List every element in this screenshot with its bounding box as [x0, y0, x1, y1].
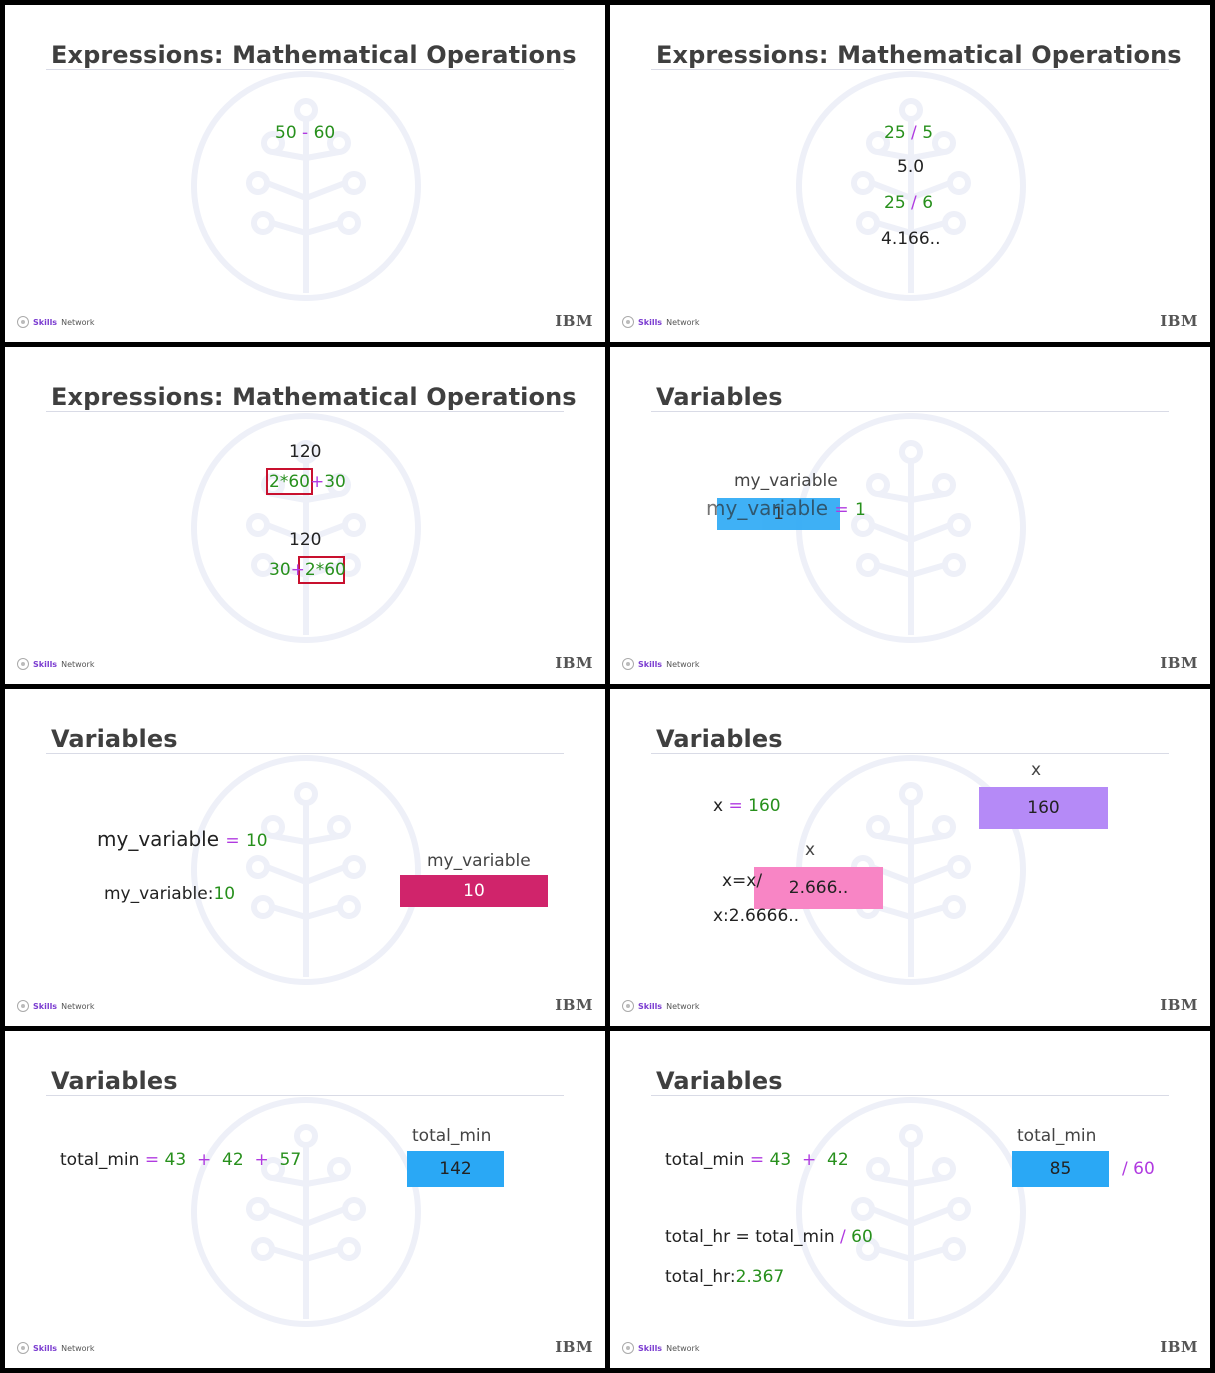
expression: 50 - 60	[275, 125, 335, 142]
skills-network-icon	[622, 1000, 634, 1012]
slide-5: Variables my_variable = 10 my_variable:1…	[5, 689, 605, 1026]
skills-network-icon	[622, 1342, 634, 1354]
assignment-statement: my_variable = 1	[706, 496, 866, 520]
expression-2: 25 / 6	[884, 193, 934, 213]
skills-network-logo: Skills Network	[622, 316, 699, 328]
assignment-statement: total_min = 43 + 42	[665, 1150, 849, 1170]
skills-network-icon	[17, 1000, 29, 1012]
expression-1: 25 / 5	[884, 123, 934, 143]
ibm-logo: IBM	[555, 654, 593, 672]
output-line: my_variable:10	[104, 884, 236, 904]
result-1: 120	[289, 442, 322, 462]
skills-network-watermark-icon	[796, 1097, 1026, 1327]
operand-a: 50	[275, 123, 297, 143]
slide-title: Variables	[51, 725, 178, 753]
result-2: 4.166..	[881, 229, 941, 249]
slide-title: Variables	[656, 1067, 783, 1095]
variable-label: my_variable	[734, 471, 838, 491]
variable-box: 142	[407, 1151, 504, 1187]
divide-annotation: / 60	[1122, 1159, 1155, 1179]
slide-title: Variables	[51, 1067, 178, 1095]
skills-network-icon	[622, 316, 634, 328]
slide-title: Variables	[656, 725, 783, 753]
slide-3: Expressions: Mathematical Operations 120…	[5, 347, 605, 684]
ibm-logo: IBM	[1160, 654, 1198, 672]
skills-network-watermark-icon	[191, 1097, 421, 1327]
slide-8: Variables total_min = 43 + 42 total_min …	[610, 1031, 1210, 1368]
highlight-box-2	[298, 556, 345, 584]
operator: -	[302, 123, 309, 143]
assignment-statement-2: total_hr = total_min / 60	[665, 1227, 873, 1247]
skills-network-icon	[17, 658, 29, 670]
ibm-logo: IBM	[1160, 312, 1198, 330]
title-divider	[651, 69, 1169, 70]
assignment-statement: my_variable = 10	[97, 827, 268, 851]
ibm-logo: IBM	[555, 996, 593, 1014]
result-1: 5.0	[897, 157, 925, 177]
skills-network-logo: Skills Network	[17, 658, 94, 670]
assignment-statement-2: x=x/	[722, 871, 763, 891]
slide-6: Variables x = 160 x 160 x 2.666.. x=x/ x…	[610, 689, 1210, 1026]
skills-network-logo: Skills Network	[622, 1000, 699, 1012]
variable-label: total_min	[1017, 1126, 1097, 1146]
slide-title: Expressions: Mathematical Operations	[656, 41, 1182, 69]
assignment-statement-1: x = 160	[713, 796, 781, 816]
skills-network-icon	[622, 658, 634, 670]
assignment-statement: total_min = 43 + 42 + 57	[60, 1150, 302, 1170]
title-divider	[46, 753, 564, 754]
variable-label-2: x	[805, 840, 816, 860]
output-line: x:2.6666..	[713, 906, 800, 926]
skills-network-watermark-icon	[796, 71, 1026, 301]
skills-network-icon	[17, 1342, 29, 1354]
slide-title: Variables	[656, 383, 783, 411]
slide-7: Variables total_min = 43 + 42 + 57 total…	[5, 1031, 605, 1368]
result-2: 120	[289, 530, 322, 550]
skills-network-logo: Skills Network	[17, 1000, 94, 1012]
slide-title: Expressions: Mathematical Operations	[51, 41, 577, 69]
skills-network-logo: Skills Network	[17, 1342, 94, 1354]
variable-box: 10	[400, 875, 548, 907]
slide-4: Variables my_variable 1 my_variable = 1 …	[610, 347, 1210, 684]
variable-box: 85	[1012, 1151, 1109, 1187]
slide-1: Expressions: Mathematical Operations 50 …	[5, 5, 605, 342]
skills-network-icon	[17, 316, 29, 328]
variable-label-1: x	[1031, 760, 1042, 780]
skills-network-logo: Skills Network	[622, 1342, 699, 1354]
variable-box-2: 2.666..	[754, 867, 883, 909]
ibm-logo: IBM	[555, 1338, 593, 1356]
ibm-logo: IBM	[555, 312, 593, 330]
title-divider	[46, 411, 564, 412]
title-divider	[46, 69, 564, 70]
expression-1: 2*60+30	[269, 472, 346, 492]
expression-2: 30+2*60	[269, 560, 346, 580]
skills-network-watermark-icon	[191, 71, 421, 301]
output-line: total_hr:2.367	[665, 1267, 785, 1287]
skills-network-logo: Skills Network	[17, 316, 94, 328]
title-divider	[651, 753, 1169, 754]
variable-label: my_variable	[427, 851, 531, 871]
skills-network-logo: Skills Network	[622, 658, 699, 670]
variable-label: total_min	[412, 1126, 492, 1146]
title-divider	[46, 1095, 564, 1096]
ibm-logo: IBM	[1160, 1338, 1198, 1356]
variable-box: 1	[717, 498, 840, 530]
title-divider	[651, 411, 1169, 412]
slide-title: Expressions: Mathematical Operations	[51, 383, 577, 411]
skills-network-watermark-icon	[191, 755, 421, 985]
highlight-box-1	[266, 468, 313, 495]
title-divider	[651, 1095, 1169, 1096]
operand-b: 60	[313, 123, 336, 143]
ibm-logo: IBM	[1160, 996, 1198, 1014]
variable-box-1: 160	[979, 787, 1108, 829]
slide-2: Expressions: Mathematical Operations 25 …	[610, 5, 1210, 342]
